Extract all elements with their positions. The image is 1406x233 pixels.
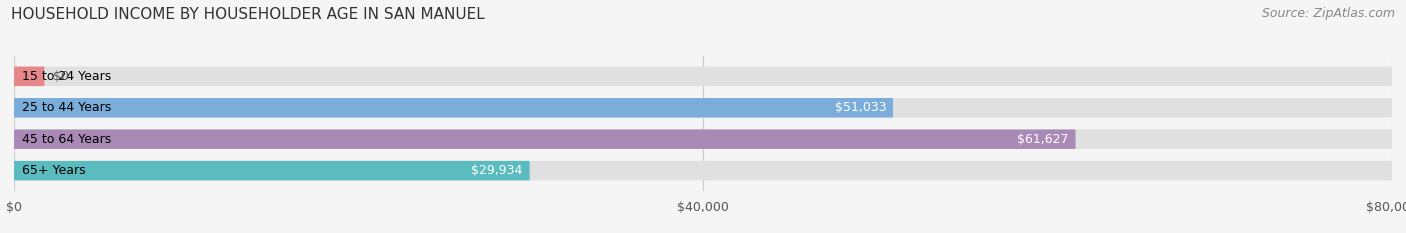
- Text: HOUSEHOLD INCOME BY HOUSEHOLDER AGE IN SAN MANUEL: HOUSEHOLD INCOME BY HOUSEHOLDER AGE IN S…: [11, 7, 485, 22]
- Text: $0: $0: [52, 70, 69, 83]
- Text: 65+ Years: 65+ Years: [22, 164, 86, 177]
- Text: $29,934: $29,934: [471, 164, 523, 177]
- Text: 45 to 64 Years: 45 to 64 Years: [22, 133, 111, 146]
- Text: 15 to 24 Years: 15 to 24 Years: [22, 70, 111, 83]
- Text: $51,033: $51,033: [835, 101, 886, 114]
- FancyBboxPatch shape: [14, 161, 530, 180]
- FancyBboxPatch shape: [14, 67, 45, 86]
- FancyBboxPatch shape: [14, 130, 1076, 149]
- FancyBboxPatch shape: [14, 98, 893, 117]
- FancyBboxPatch shape: [14, 161, 1392, 180]
- Text: 25 to 44 Years: 25 to 44 Years: [22, 101, 111, 114]
- Text: Source: ZipAtlas.com: Source: ZipAtlas.com: [1261, 7, 1395, 20]
- FancyBboxPatch shape: [14, 67, 1392, 86]
- FancyBboxPatch shape: [14, 98, 1392, 117]
- FancyBboxPatch shape: [14, 130, 1392, 149]
- Text: $61,627: $61,627: [1017, 133, 1069, 146]
